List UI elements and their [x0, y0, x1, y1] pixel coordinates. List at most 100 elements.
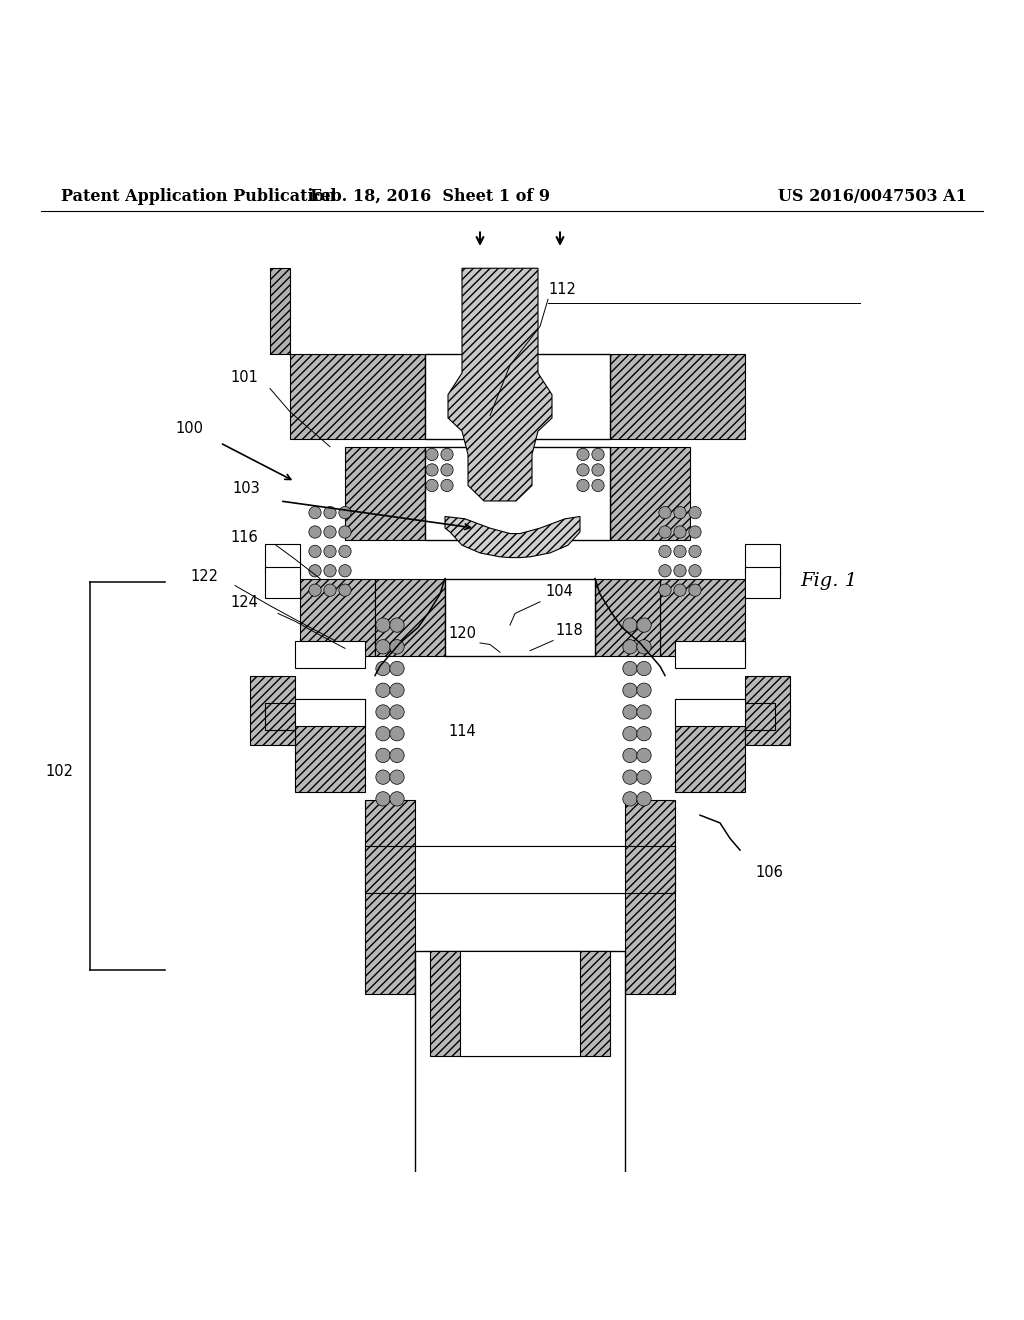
Circle shape: [689, 507, 701, 519]
Circle shape: [637, 640, 651, 653]
Text: 118: 118: [555, 623, 583, 638]
Circle shape: [376, 770, 390, 784]
Text: 124: 124: [230, 595, 258, 610]
Bar: [675, 698, 745, 792]
Circle shape: [390, 748, 404, 763]
Bar: [375, 578, 445, 656]
Circle shape: [390, 661, 404, 676]
Bar: [365, 846, 675, 892]
Bar: [300, 578, 375, 656]
Bar: [295, 698, 365, 726]
Text: 122: 122: [190, 569, 218, 583]
Circle shape: [577, 463, 589, 477]
Text: 101: 101: [230, 371, 258, 385]
Circle shape: [339, 545, 351, 557]
Circle shape: [324, 565, 336, 577]
Circle shape: [592, 449, 604, 461]
Bar: [415, 846, 625, 892]
Bar: [625, 800, 675, 994]
Text: 102: 102: [45, 764, 73, 779]
Circle shape: [637, 618, 651, 632]
Circle shape: [623, 705, 637, 719]
Bar: [415, 950, 625, 1296]
Circle shape: [324, 545, 336, 557]
Text: Feb. 18, 2016  Sheet 1 of 9: Feb. 18, 2016 Sheet 1 of 9: [310, 187, 550, 205]
Circle shape: [658, 545, 671, 557]
Bar: [265, 702, 295, 730]
Circle shape: [309, 565, 322, 577]
Text: Fig. 1: Fig. 1: [800, 573, 857, 590]
Circle shape: [376, 705, 390, 719]
Circle shape: [658, 507, 671, 519]
Circle shape: [623, 792, 637, 807]
Circle shape: [689, 565, 701, 577]
Circle shape: [674, 565, 686, 577]
Circle shape: [623, 748, 637, 763]
Circle shape: [324, 583, 336, 597]
Circle shape: [674, 545, 686, 557]
Circle shape: [324, 525, 336, 539]
Circle shape: [441, 463, 454, 477]
Circle shape: [577, 479, 589, 491]
Circle shape: [390, 792, 404, 807]
Circle shape: [390, 770, 404, 784]
Circle shape: [592, 479, 604, 491]
Text: 120: 120: [449, 626, 476, 642]
Circle shape: [623, 661, 637, 676]
Circle shape: [689, 525, 701, 539]
Bar: [595, 578, 660, 656]
Circle shape: [623, 770, 637, 784]
Circle shape: [637, 705, 651, 719]
Bar: [425, 354, 610, 440]
Circle shape: [376, 792, 390, 807]
Bar: [250, 676, 295, 746]
Circle shape: [441, 449, 454, 461]
Bar: [265, 566, 300, 598]
Bar: [675, 698, 745, 726]
Bar: [460, 950, 580, 1056]
Circle shape: [376, 748, 390, 763]
Circle shape: [623, 682, 637, 697]
Circle shape: [637, 726, 651, 741]
Bar: [295, 698, 365, 792]
Bar: [430, 950, 610, 1056]
Bar: [610, 354, 745, 440]
Bar: [425, 446, 610, 540]
Circle shape: [426, 479, 438, 491]
Circle shape: [623, 726, 637, 741]
Circle shape: [309, 545, 322, 557]
Bar: [745, 676, 790, 746]
Circle shape: [339, 507, 351, 519]
Circle shape: [426, 449, 438, 461]
Polygon shape: [449, 268, 552, 502]
Circle shape: [390, 618, 404, 632]
Circle shape: [637, 792, 651, 807]
Circle shape: [376, 661, 390, 676]
Bar: [660, 578, 745, 656]
Text: 104: 104: [545, 585, 572, 599]
Circle shape: [309, 507, 322, 519]
Bar: [745, 544, 780, 574]
Circle shape: [324, 507, 336, 519]
Text: 103: 103: [232, 482, 260, 496]
Circle shape: [376, 618, 390, 632]
Circle shape: [637, 661, 651, 676]
Circle shape: [658, 525, 671, 539]
Circle shape: [376, 682, 390, 697]
Text: 116: 116: [230, 531, 258, 545]
Bar: [345, 446, 425, 540]
Circle shape: [441, 479, 454, 491]
Circle shape: [689, 545, 701, 557]
Circle shape: [426, 463, 438, 477]
Circle shape: [689, 583, 701, 597]
Circle shape: [674, 525, 686, 539]
Text: 112: 112: [548, 282, 575, 297]
Circle shape: [376, 640, 390, 653]
Circle shape: [577, 449, 589, 461]
Text: 100: 100: [175, 421, 203, 437]
Bar: [265, 544, 300, 574]
Circle shape: [637, 770, 651, 784]
Bar: [445, 578, 595, 656]
Circle shape: [390, 640, 404, 653]
Circle shape: [339, 583, 351, 597]
